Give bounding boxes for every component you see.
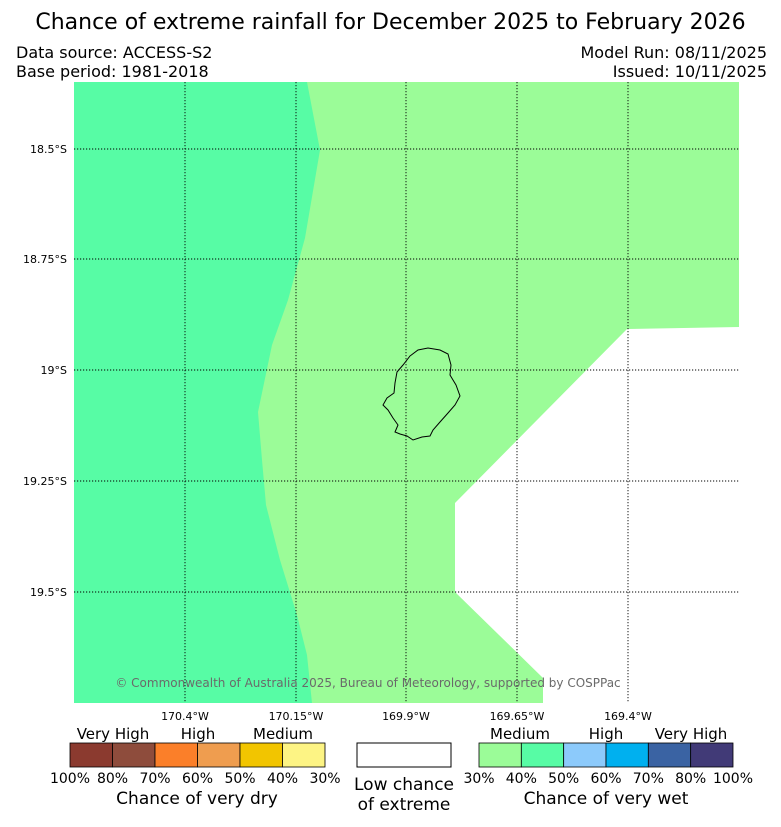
dry-category-label: High (181, 725, 215, 743)
wet-tick-label: 50% (548, 771, 579, 787)
dry-tick-label: 40% (267, 771, 298, 787)
lon-label: 169.4°W (604, 710, 652, 723)
lon-label: 170.4°W (161, 710, 209, 723)
lat-label: 18.5°S (30, 143, 67, 156)
dry-category-label: Very High (77, 725, 150, 743)
lat-label: 19.5°S (30, 586, 67, 599)
island-outline (382, 347, 461, 441)
data-source: Data source: ACCESS-S2 (16, 43, 213, 62)
wet-swatch (478, 742, 522, 768)
dry-swatch (69, 742, 113, 768)
wet-swatch (690, 742, 734, 768)
wet-tick-label: 30% (463, 771, 494, 787)
dry-category-label: Medium (253, 725, 313, 743)
wet-swatch (563, 742, 607, 768)
dry-swatch (282, 742, 326, 768)
copyright-credit: © Commonwealth of Australia 2025, Bureau… (115, 676, 620, 690)
wet-category-label: High (589, 725, 623, 743)
dry-ticks: 100% 80% 70% 60% 50% 40% 30% (50, 771, 341, 787)
low-chance-label-line2: of extreme (358, 795, 451, 815)
wet-tick-label: 70% (633, 771, 664, 787)
low-chance-swatch (356, 742, 452, 768)
dry-colorbar (69, 742, 326, 768)
base-period: Base period: 1981-2018 (16, 62, 209, 81)
lat-label: 18.75°S (23, 253, 67, 266)
dry-tick-label: 30% (309, 771, 340, 787)
lat-axis: 18.5°S 18.75°S 19°S 19.25°S 19.5°S (23, 143, 67, 599)
dry-tick-label: 50% (224, 771, 255, 787)
wet-swatch (647, 742, 692, 768)
wet-tick-label: 60% (590, 771, 621, 787)
wet-caption: Chance of very wet (524, 789, 689, 809)
issued-date: Issued: 10/11/2025 (612, 62, 767, 81)
wet-tick-label: 80% (675, 771, 706, 787)
region-wet-medium-dark (74, 82, 320, 703)
map-panel[interactable]: © Commonwealth of Australia 2025, Bureau… (74, 82, 739, 703)
legend-dry: Very High High Medium 100% 80% 70% 60% 50% 40… (50, 725, 341, 809)
dry-swatch (197, 742, 241, 768)
meta-right: Model Run: 08/11/2025 Issued: 10/11/2025 (581, 43, 768, 81)
lon-label: 169.9°W (382, 710, 430, 723)
dry-tick-label: 60% (182, 771, 213, 787)
map-title: Chance of extreme rainfall for December … (35, 10, 746, 35)
dry-swatch (239, 742, 283, 768)
wet-tick-label: 100% (713, 771, 753, 787)
dry-tick-label: 70% (139, 771, 170, 787)
low-chance-label-line1: Low chance (354, 775, 454, 795)
legend-low: Low chance of extreme (354, 742, 454, 815)
dry-tick-label: 80% (97, 771, 128, 787)
model-run: Model Run: 08/11/2025 (580, 43, 768, 62)
wet-category-label: Very High (655, 725, 728, 743)
meta-left: Data source: ACCESS-S2 Base period: 1981… (16, 43, 212, 81)
wet-tick-label: 40% (506, 771, 537, 787)
dry-tick-label: 100% (50, 771, 90, 787)
lon-label: 170.15°W (269, 710, 324, 723)
dry-swatch (112, 742, 156, 768)
wet-swatch (605, 742, 649, 768)
wet-colorbar (478, 742, 734, 768)
wet-category-label: Medium (490, 725, 550, 743)
lat-label: 19.25°S (23, 475, 67, 488)
wet-ticks: 30% 40% 50% 60% 70% 80% 100% (463, 771, 753, 787)
wet-swatch (520, 742, 565, 768)
dry-swatch (154, 742, 198, 768)
lat-label: 19°S (41, 364, 67, 377)
lon-axis: 170.4°W 170.15°W 169.9°W 169.65°W 169.4°… (161, 710, 652, 723)
dry-caption: Chance of very dry (116, 789, 278, 809)
lon-label: 169.65°W (490, 710, 545, 723)
legend-wet: Medium High Very High 30% 40% 50% 60% 70% 80%… (463, 725, 753, 809)
